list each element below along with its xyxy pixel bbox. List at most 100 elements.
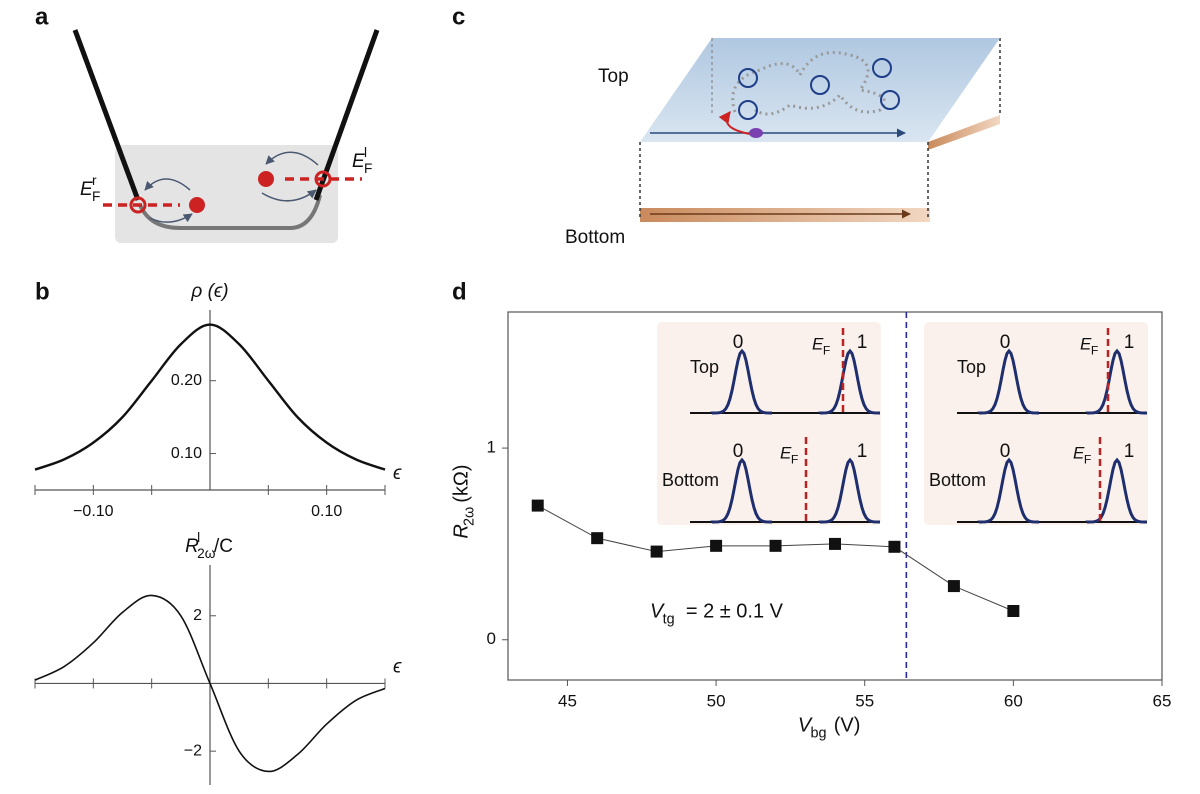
data-point (888, 540, 901, 553)
x-axis-label: ϵ (393, 463, 402, 484)
top-layer (640, 38, 1000, 142)
x-tick-label: 45 (558, 691, 577, 710)
panel-label: b (35, 278, 50, 305)
label-main: E (780, 443, 792, 462)
label-sub: F (1091, 344, 1098, 358)
data-point (769, 539, 782, 552)
y-axis-label: R2ω (kΩ) (450, 465, 477, 539)
label-main: E (80, 179, 93, 200)
label-rest: /C (214, 536, 233, 557)
level-label: 1 (857, 441, 868, 462)
orbit (738, 68, 758, 88)
x-tick-label: 60 (1004, 691, 1023, 710)
diagram-a (72, 29, 380, 243)
y-tick-label: 0.20 (171, 372, 202, 389)
level-label: 0 (1000, 441, 1011, 462)
label-main: E (352, 151, 365, 172)
label-sub: 2ω (461, 507, 477, 526)
label-sub: F (1084, 453, 1091, 467)
y-axis-label: ρ (ϵ) (190, 281, 228, 302)
label-text: ϵ (393, 656, 402, 677)
layer-label: Top (957, 357, 986, 377)
level-peak (977, 457, 1040, 524)
arrow (144, 178, 191, 191)
layer-label: Top (690, 357, 719, 377)
orbit (872, 58, 892, 78)
level-peak (818, 348, 881, 415)
plot-frame (507, 311, 1163, 681)
data-point (591, 532, 604, 545)
path (731, 51, 886, 116)
curve (34, 323, 386, 471)
layer-label: Bottom (662, 470, 719, 490)
panel-label: d (452, 278, 467, 305)
label-sup: l (364, 145, 367, 160)
x-tick-label: 65 (1153, 691, 1172, 710)
arrow (149, 213, 193, 223)
level-label: 1 (1124, 332, 1135, 353)
label-sup: l (197, 530, 200, 545)
x-tick-label: 55 (855, 691, 874, 710)
level-peak (710, 457, 773, 524)
data-point (947, 580, 960, 593)
level-peak (818, 457, 881, 524)
panel-label: c (452, 3, 465, 30)
label-sub: tg (663, 611, 675, 627)
label-main: E (1073, 443, 1085, 462)
data-point (531, 499, 544, 512)
x-axis-label: ϵ (393, 656, 402, 677)
label-sub: F (92, 189, 100, 204)
level-label: 1 (857, 332, 868, 353)
label-rest: (V) (828, 714, 860, 736)
x-tick-label: −0.10 (73, 503, 114, 520)
panel-label: a (35, 3, 49, 30)
data-point (1007, 605, 1020, 617)
edge-top (928, 115, 1000, 150)
level-peak (710, 348, 773, 415)
label-sub: F (791, 453, 798, 467)
band (72, 29, 141, 201)
label-rest: = 2 ± 0.1 V (680, 600, 783, 622)
label-main: E (1080, 334, 1092, 353)
level-label: 0 (733, 332, 744, 353)
x-tick-label: 0.10 (311, 503, 342, 520)
label-text: ϵ (393, 463, 402, 484)
orbit (810, 75, 830, 95)
band (138, 194, 322, 230)
y-tick-label: 0.10 (171, 445, 202, 462)
label-sup: r (92, 173, 97, 188)
level-label: 1 (1124, 441, 1135, 462)
label-main: V (798, 714, 813, 736)
hole (129, 196, 147, 214)
arrow (265, 151, 319, 166)
label-sub: 2ω (197, 546, 216, 561)
y-tick-label: 0 (487, 629, 496, 648)
inset-box (924, 322, 1148, 525)
electron (258, 171, 274, 187)
layer-label: Top (598, 66, 629, 87)
y-tick-label: −2 (184, 742, 202, 759)
particle (749, 128, 763, 138)
diagram-c (639, 38, 1001, 222)
data-point (710, 539, 723, 552)
level-peak (977, 348, 1040, 415)
level-label: 0 (733, 441, 744, 462)
level-label: 0 (1000, 332, 1011, 353)
data-point (829, 537, 841, 550)
inset-box (657, 322, 881, 525)
label-main: R (185, 536, 199, 557)
label-sub: bg (810, 725, 826, 741)
label-rest: (kΩ) (450, 465, 472, 509)
label-main: E (812, 334, 824, 353)
arrow (261, 189, 317, 202)
curve (34, 594, 386, 773)
label-text: ρ (ϵ) (190, 281, 228, 302)
label-main: V (650, 600, 665, 622)
